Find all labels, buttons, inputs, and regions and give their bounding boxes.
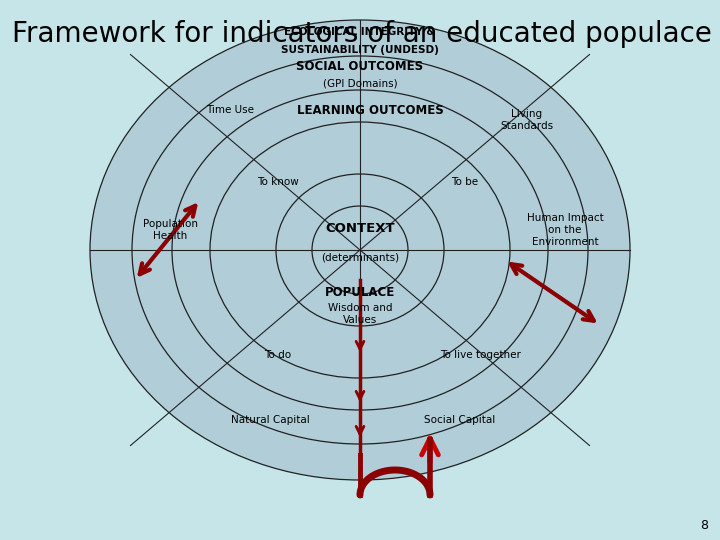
Text: Time Use: Time Use <box>206 105 254 115</box>
Ellipse shape <box>172 90 548 410</box>
Text: LEARNING OUTCOMES: LEARNING OUTCOMES <box>297 104 444 117</box>
Text: CONTEXT: CONTEXT <box>325 221 395 234</box>
Text: To be: To be <box>451 177 479 187</box>
Text: SUSTAINABILITY (UNDESD): SUSTAINABILITY (UNDESD) <box>281 45 439 55</box>
Text: To live together: To live together <box>440 350 521 360</box>
Text: POPULACE: POPULACE <box>325 286 395 299</box>
Text: Wisdom and
Values: Wisdom and Values <box>328 303 392 325</box>
Ellipse shape <box>312 206 408 294</box>
Text: To know: To know <box>257 177 299 187</box>
Text: Living
Standards: Living Standards <box>500 109 554 131</box>
Text: Population
Health: Population Health <box>143 219 197 241</box>
Text: Social Capital: Social Capital <box>424 415 495 425</box>
Ellipse shape <box>90 20 630 480</box>
Text: Framework for indicators of an educated populace: Framework for indicators of an educated … <box>12 20 712 48</box>
Text: 8: 8 <box>700 519 708 532</box>
Ellipse shape <box>276 174 444 326</box>
Text: Natural Capital: Natural Capital <box>230 415 310 425</box>
Text: ECOLOGICAL INTEGRITY &: ECOLOGICAL INTEGRITY & <box>284 27 436 37</box>
Text: Human Impact
on the
Environment: Human Impact on the Environment <box>526 213 603 247</box>
Ellipse shape <box>132 56 588 444</box>
Ellipse shape <box>210 122 510 378</box>
Text: SOCIAL OUTCOMES: SOCIAL OUTCOMES <box>297 60 423 73</box>
Text: To do: To do <box>264 350 292 360</box>
Text: (GPI Domains): (GPI Domains) <box>323 78 397 88</box>
Text: (determinants): (determinants) <box>321 253 399 263</box>
